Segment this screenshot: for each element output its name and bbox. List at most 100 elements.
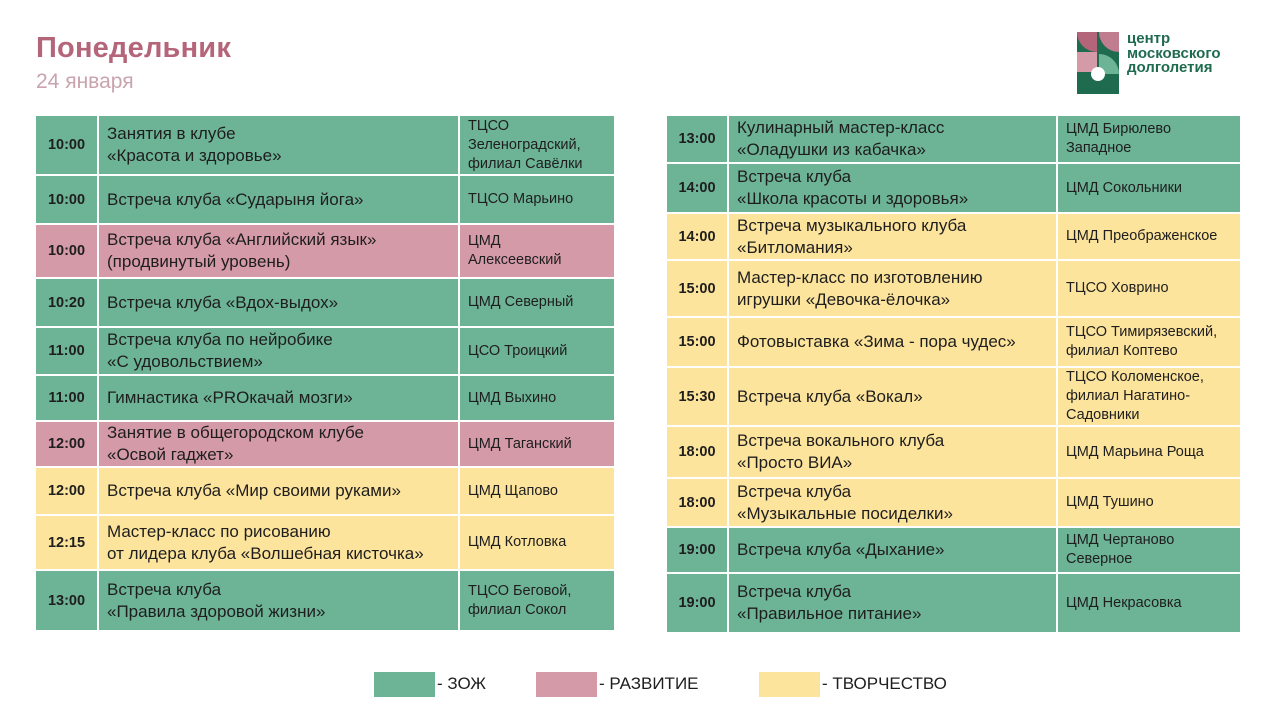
event-title-line: Занятие в общегородском клубе bbox=[107, 423, 364, 442]
event-time: 12:00 bbox=[34, 466, 99, 516]
schedule-row: 14:00 Встреча клуба «Школа красоты и здоро… bbox=[665, 162, 1242, 214]
event-title-line: от лидера клуба «Волшебная кисточка» bbox=[107, 543, 424, 563]
event-title-line: Встреча клуба «Мир своими руками» bbox=[107, 481, 401, 500]
event-title-line: «С удовольствием» bbox=[107, 352, 263, 371]
legend-label-tvorchestvo: - ТВОРЧЕСТВО bbox=[822, 674, 947, 693]
schedule-row: 11:00 Гимнастика «PROкачай мозги» ЦМД Выхи… bbox=[34, 374, 616, 422]
event-venue-line: филиал Савёлки bbox=[468, 155, 583, 172]
schedule-row: 12:00 Встреча клуба «Мир своими руками» ЦМ… bbox=[34, 466, 616, 516]
legend-razvitie: - РАЗВИТИЕ bbox=[536, 671, 699, 697]
schedule-table-left: 10:00 Занятия в клубе «Красота и здоровье»… bbox=[34, 114, 616, 632]
event-time: 12:00 bbox=[34, 420, 99, 468]
event-time: 15:00 bbox=[665, 316, 729, 368]
schedule-row: 12:15 Мастер-класс по рисованию от лидера … bbox=[34, 514, 616, 571]
event-venue-line: ЦМД Чертаново bbox=[1066, 532, 1175, 548]
event-venue: ТЦСО Коломенское, филиал Нагатино- Садовни… bbox=[1056, 366, 1242, 427]
event-title-line: «Оладушки из кабачка» bbox=[737, 140, 926, 159]
event-title-line: Мастер-класс по изготовлению bbox=[737, 267, 983, 287]
event-venue: ЦМД Северный bbox=[458, 277, 616, 328]
event-venue-line: ЦМД Марьина Роща bbox=[1066, 443, 1204, 460]
event-time: 12:15 bbox=[34, 514, 99, 571]
schedule-row: 10:20 Встреча клуба «Вдох-выдох» ЦМД Север… bbox=[34, 277, 616, 328]
event-venue: ЦМД Марьина Роща bbox=[1056, 425, 1242, 479]
schedule-row: 15:30 Встреча клуба «Вокал» ТЦСО Коломенск… bbox=[665, 366, 1242, 427]
event-title: Встреча клуба «Дыхание» bbox=[727, 526, 1058, 574]
event-title: Встреча музыкального клуба «Битломания» bbox=[727, 212, 1058, 261]
event-title: Встреча клуба «Музыкальные посиделки» bbox=[727, 477, 1058, 528]
event-title: Встреча клуба «Школа красоты и здоровья» bbox=[727, 162, 1058, 214]
event-venue: ЦСО Троицкий bbox=[458, 326, 616, 376]
event-venue-line: ЦМД Тушино bbox=[1066, 494, 1154, 510]
event-time: 10:00 bbox=[34, 174, 99, 225]
event-title-line: «Школа красоты и здоровья» bbox=[737, 189, 969, 208]
event-venue-line: ЦМД Таганский bbox=[468, 435, 572, 452]
event-venue: ЦМД Тушино bbox=[1056, 477, 1242, 528]
schedule-row: 19:00 Встреча клуба «Правильное питание» ЦМ… bbox=[665, 572, 1242, 634]
schedule-row: 14:00 Встреча музыкального клуба «Битломан… bbox=[665, 212, 1242, 261]
event-venue: ТЦСО Ховрино bbox=[1056, 259, 1242, 318]
event-title-line: (продвинутый уровень) bbox=[107, 252, 291, 271]
event-venue: ТЦСО Тимирязевский, филиал Коптево bbox=[1056, 316, 1242, 368]
event-time: 14:00 bbox=[665, 162, 729, 214]
logo-text: центр московского долголетия bbox=[1127, 30, 1221, 76]
event-time: 18:00 bbox=[665, 425, 729, 479]
event-venue-line: Северное bbox=[1066, 551, 1133, 567]
schedule-row: 10:00 Занятия в клубе «Красота и здоровье»… bbox=[34, 114, 616, 176]
legend-tvorchestvo: - ТВОРЧЕСТВО bbox=[759, 671, 947, 697]
event-venue: ЦМД Бирюлево Западное bbox=[1056, 114, 1242, 164]
event-venue-line: филиал Коптево bbox=[1066, 343, 1178, 359]
event-title-line: Фотовыставка «Зима - пора чудес» bbox=[737, 332, 1016, 351]
event-venue: ЦМД Котловка bbox=[458, 514, 616, 571]
legend-swatch-tvorchestvo bbox=[759, 671, 820, 697]
event-venue-line: ТЦСО Беговой, bbox=[468, 582, 572, 599]
event-venue-line: Алексеевский bbox=[468, 252, 562, 268]
event-title-line: «Правила здоровой жизни» bbox=[107, 601, 326, 621]
event-venue-line: ЦМД Бирюлево bbox=[1066, 121, 1172, 137]
event-title: Гимнастика «PROкачай мозги» bbox=[97, 374, 460, 422]
event-title-line: Встреча клуба «Сударыня йога» bbox=[107, 189, 364, 209]
event-venue: ЦМД Некрасовка bbox=[1056, 572, 1242, 634]
event-venue-line: ТЦСО Ховрино bbox=[1066, 280, 1169, 296]
event-venue: ЦМД Выхино bbox=[458, 374, 616, 422]
event-title-line: «Битломания» bbox=[737, 237, 853, 257]
event-time: 13:00 bbox=[34, 569, 99, 632]
event-venue: ЦМД Преображенское bbox=[1056, 212, 1242, 261]
event-venue-line: ЦМД Щапово bbox=[468, 482, 558, 499]
event-title: Мастер-класс по рисованию от лидера клуба… bbox=[97, 514, 460, 571]
legend-zozh: - ЗОЖ bbox=[374, 671, 486, 697]
event-venue: ЦМД Чертаново Северное bbox=[1056, 526, 1242, 574]
legend-swatch-zozh bbox=[374, 671, 435, 697]
event-venue: ЦМД Таганский bbox=[458, 420, 616, 468]
schedule-row: 12:00 Занятие в общегородском клубе «Освой… bbox=[34, 420, 616, 468]
event-title: Встреча клуба по нейробике «С удовольстви… bbox=[97, 326, 460, 376]
event-title-line: «Правильное питание» bbox=[737, 604, 922, 623]
event-title: Мастер-класс по изготовлению игрушки «Дев… bbox=[727, 259, 1058, 318]
event-title-line: Встреча клуба bbox=[737, 481, 852, 501]
logo: центр московского долголетия bbox=[1077, 30, 1247, 96]
event-title: Встреча клуба «Английский язык» (продвину… bbox=[97, 223, 460, 279]
event-title: Встреча вокального клуба «Просто ВИА» bbox=[727, 425, 1058, 479]
event-title: Встреча клуба «Вокал» bbox=[727, 366, 1058, 427]
schedule-row: 11:00 Встреча клуба по нейробике «С удовол… bbox=[34, 326, 616, 376]
event-title: Встреча клуба «Правила здоровой жизни» bbox=[97, 569, 460, 632]
event-venue-line: Зеленоградский, bbox=[468, 136, 581, 153]
event-venue-line: Западное bbox=[1066, 140, 1132, 156]
event-time: 10:00 bbox=[34, 114, 99, 176]
event-venue-line: филиал Сокол bbox=[468, 601, 567, 618]
event-title-line: Встреча клуба «Английский язык» bbox=[107, 230, 377, 249]
event-venue-line: филиал Нагатино- bbox=[1066, 388, 1191, 404]
legend-label-razvitie: - РАЗВИТИЕ bbox=[599, 674, 699, 693]
event-venue-line: ЦМД Северный bbox=[468, 294, 574, 310]
event-venue-line: ТЦСО Тимирязевский, bbox=[1066, 324, 1218, 340]
event-title-line: Занятия в клубе bbox=[107, 124, 236, 143]
event-time: 15:30 bbox=[665, 366, 729, 427]
event-venue-line: ТЦСО bbox=[468, 117, 510, 134]
event-venue-line: ЦМД Преображенское bbox=[1066, 228, 1218, 244]
legend-label-zozh: - ЗОЖ bbox=[437, 674, 487, 693]
legend-swatch-razvitie bbox=[536, 671, 597, 697]
event-title-line: Кулинарный мастер-класс bbox=[737, 118, 945, 137]
page-title: Понедельник bbox=[36, 32, 232, 64]
event-time: 13:00 bbox=[665, 114, 729, 164]
event-title-line: Встреча вокального клуба bbox=[737, 431, 945, 450]
event-venue: ТЦСО Зеленоградский, филиал Савёлки bbox=[458, 114, 616, 176]
